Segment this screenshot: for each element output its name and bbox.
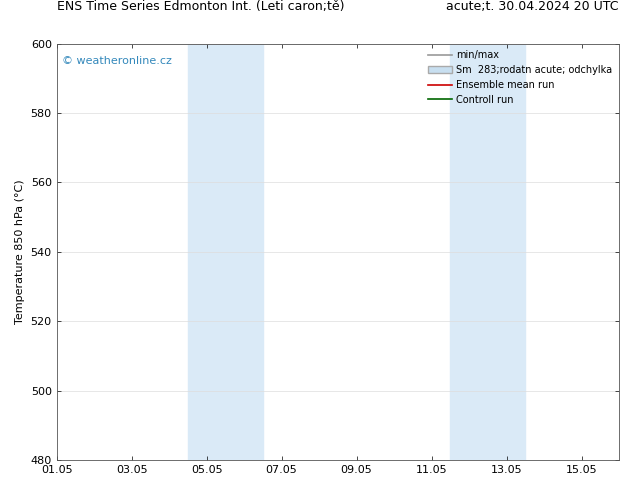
Y-axis label: Temperature 850 hPa (°C): Temperature 850 hPa (°C) (15, 179, 25, 324)
Legend: min/max, Sm  283;rodatn acute; odchylka, Ensemble mean run, Controll run: min/max, Sm 283;rodatn acute; odchylka, … (424, 47, 616, 109)
Text: © weatheronline.cz: © weatheronline.cz (62, 56, 172, 66)
Text: ENS Time Series Edmonton Int. (Leti caron;tě): ENS Time Series Edmonton Int. (Leti caro… (56, 0, 344, 13)
Text: acute;t. 30.04.2024 20 UTC: acute;t. 30.04.2024 20 UTC (446, 0, 619, 13)
Bar (188, 44, 263, 460)
Bar (450, 44, 526, 460)
